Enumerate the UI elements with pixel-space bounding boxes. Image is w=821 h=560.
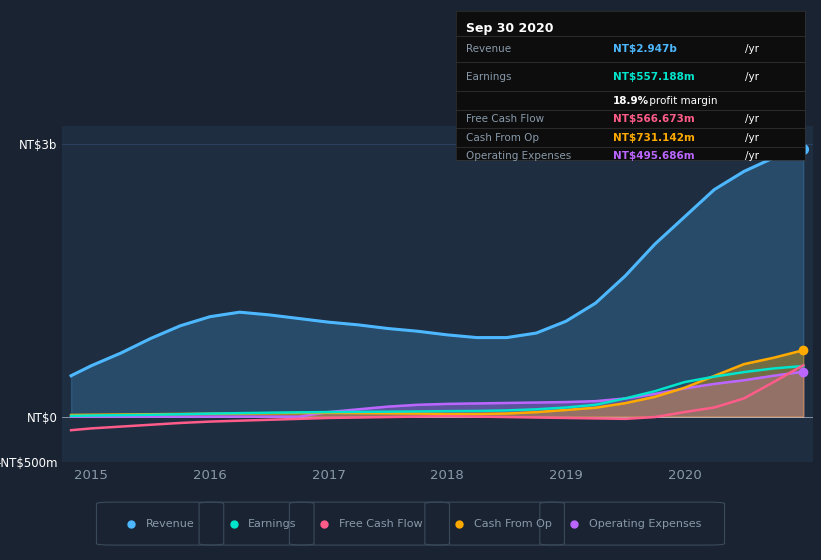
Text: Cash From Op: Cash From Op [466, 133, 539, 143]
Text: NT$566.673m: NT$566.673m [612, 114, 695, 124]
Text: Free Cash Flow: Free Cash Flow [466, 114, 544, 124]
Text: profit margin: profit margin [646, 96, 718, 106]
Text: /yr: /yr [745, 114, 759, 124]
Text: Operating Expenses: Operating Expenses [466, 151, 571, 161]
Text: /yr: /yr [745, 151, 759, 161]
Text: 18.9%: 18.9% [612, 96, 649, 106]
Text: Revenue: Revenue [146, 519, 195, 529]
Text: Free Cash Flow: Free Cash Flow [338, 519, 422, 529]
Text: NT$495.686m: NT$495.686m [612, 151, 695, 161]
Text: Operating Expenses: Operating Expenses [589, 519, 701, 529]
Text: /yr: /yr [745, 133, 759, 143]
Text: Revenue: Revenue [466, 44, 511, 54]
Text: /yr: /yr [745, 44, 759, 54]
Text: Sep 30 2020: Sep 30 2020 [466, 22, 553, 35]
Text: NT$557.188m: NT$557.188m [612, 72, 695, 82]
Text: Cash From Op: Cash From Op [475, 519, 552, 529]
Text: Earnings: Earnings [248, 519, 297, 529]
Text: NT$2.947b: NT$2.947b [612, 44, 677, 54]
Text: /yr: /yr [745, 72, 759, 82]
Text: NT$731.142m: NT$731.142m [612, 133, 695, 143]
Text: Earnings: Earnings [466, 72, 511, 82]
